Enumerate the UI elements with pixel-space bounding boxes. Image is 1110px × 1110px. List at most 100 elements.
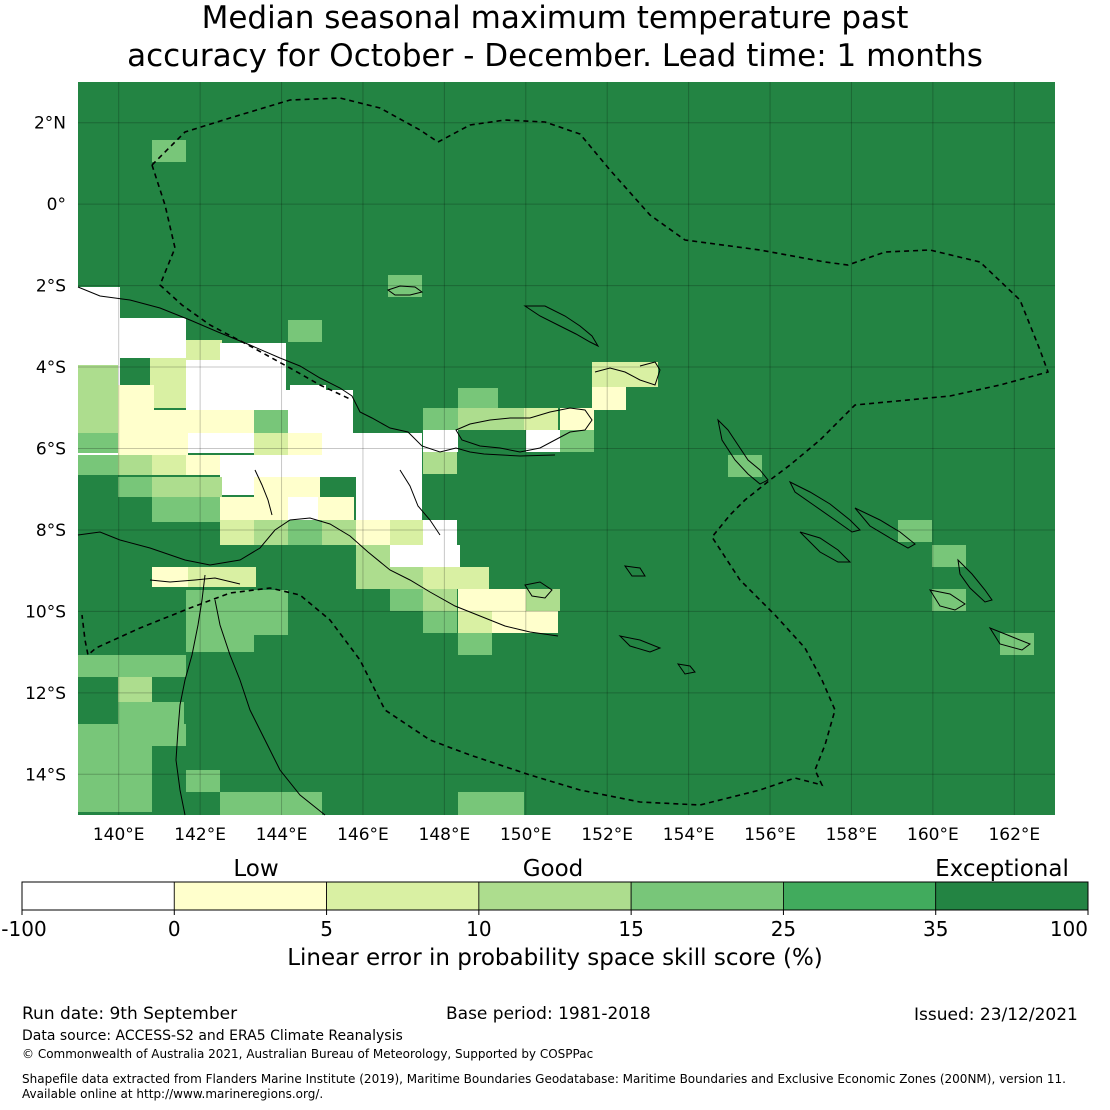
graticule bbox=[78, 82, 1055, 815]
skill-cell bbox=[254, 477, 320, 497]
colorbar-border bbox=[21, 881, 1089, 911]
maritime-boundary bbox=[81, 97, 1050, 806]
skill-cell bbox=[524, 408, 558, 430]
skill-cell bbox=[423, 567, 489, 589]
colorbar-tick-labels: -100 0 5 10 15 25 35 100 bbox=[1, 917, 1088, 941]
longitude-tick-label: 144°E bbox=[256, 825, 308, 845]
skill-cell bbox=[458, 611, 492, 633]
skill-cell bbox=[322, 455, 356, 477]
skill-cell bbox=[118, 477, 152, 497]
skill-cell bbox=[288, 792, 322, 815]
skill-cell bbox=[932, 589, 966, 611]
shapefile-credit-2: Available online at http://www.marinereg… bbox=[22, 1087, 324, 1101]
coast-rossel bbox=[676, 663, 696, 675]
coast-manus bbox=[386, 285, 424, 296]
skill-cell bbox=[423, 589, 457, 611]
skill-cell bbox=[390, 589, 424, 611]
skill-cell bbox=[288, 410, 323, 435]
skill-cell bbox=[78, 433, 118, 453]
skill-cell bbox=[220, 590, 254, 612]
copyright: © Commonwealth of Australia 2021, Austra… bbox=[22, 1047, 594, 1061]
skill-cell bbox=[224, 410, 254, 435]
skill-cell bbox=[356, 455, 422, 521]
skill-cell bbox=[288, 497, 318, 522]
colorbar-segment bbox=[630, 881, 784, 911]
skill-cell bbox=[220, 497, 254, 522]
skill-cell bbox=[318, 497, 354, 522]
skill-cell bbox=[152, 140, 186, 162]
coast-new-ireland bbox=[523, 305, 600, 348]
skill-cell bbox=[254, 455, 288, 477]
coast-new-britain bbox=[455, 407, 593, 453]
skill-cell bbox=[560, 408, 594, 430]
skill-cell bbox=[118, 702, 184, 724]
map-title-line-1: Median seasonal maximum temperature past bbox=[201, 0, 909, 36]
skill-cell bbox=[150, 358, 186, 408]
skill-cell bbox=[220, 455, 254, 495]
longitude-tick-label: 148°E bbox=[419, 825, 471, 845]
skill-cell bbox=[592, 362, 658, 387]
skill-cell bbox=[492, 611, 558, 633]
run-date: Run date: 9th September bbox=[22, 1004, 238, 1024]
colorbar-segment bbox=[173, 881, 327, 911]
skill-cell bbox=[120, 318, 186, 358]
longitude-tick-label: 146°E bbox=[337, 825, 389, 845]
coast-bougainville bbox=[717, 418, 769, 485]
coast-new-ireland-south bbox=[594, 361, 661, 386]
latitude-tick-label: 8°S bbox=[36, 521, 66, 541]
skill-cell bbox=[186, 590, 220, 612]
coast-cape-york bbox=[175, 574, 206, 816]
skill-cell bbox=[288, 320, 322, 342]
skill-cell bbox=[254, 610, 288, 635]
skill-cells bbox=[78, 140, 1034, 815]
skill-cell bbox=[526, 430, 560, 452]
skill-cell bbox=[220, 343, 286, 393]
coast-new-georgia bbox=[799, 531, 852, 563]
coast-guadalcanal bbox=[928, 589, 966, 611]
colorbar-axis-label: Linear error in probability space skill … bbox=[287, 945, 823, 971]
skill-cell bbox=[390, 520, 424, 545]
colorbar-tick-label: 15 bbox=[618, 917, 643, 941]
latitude-tick-label: 4°S bbox=[36, 358, 66, 378]
skill-cell bbox=[78, 455, 118, 475]
coastlines bbox=[77, 285, 1032, 816]
skill-cell bbox=[423, 430, 458, 452]
latitude-tick-labels: 2°N 0° 2°S 4°S 6°S 8°S 10°S 12°S 14°S bbox=[25, 114, 66, 786]
colorbar-tick-label: 0 bbox=[168, 917, 181, 941]
longitude-tick-label: 158°E bbox=[826, 825, 878, 845]
skill-cell bbox=[423, 452, 457, 474]
colorbar-segment bbox=[783, 881, 937, 911]
colorbar-tick-label: 25 bbox=[771, 917, 796, 941]
skill-cell bbox=[423, 520, 457, 545]
skill-cell bbox=[288, 520, 322, 545]
skill-cell bbox=[458, 408, 524, 430]
longitude-tick-label: 140°E bbox=[93, 825, 145, 845]
coast-cape-york-east bbox=[214, 599, 326, 816]
coast-new-guinea-north bbox=[77, 286, 556, 457]
coast-torres-strait bbox=[149, 577, 241, 585]
latitude-tick-label: 14°S bbox=[25, 765, 66, 785]
skill-cell bbox=[254, 410, 288, 435]
longitude-tick-label: 156°E bbox=[744, 825, 796, 845]
skill-cell bbox=[152, 455, 186, 475]
latitude-tick-label: 10°S bbox=[25, 602, 66, 622]
skill-cell bbox=[220, 520, 254, 545]
longitude-tick-label: 150°E bbox=[500, 825, 552, 845]
skill-cell bbox=[152, 497, 186, 522]
skill-cell bbox=[458, 589, 492, 611]
skill-cell bbox=[78, 724, 118, 812]
skill-cell bbox=[118, 455, 152, 475]
skill-cell bbox=[492, 589, 526, 611]
skill-cell bbox=[423, 611, 457, 633]
skill-cell bbox=[1000, 633, 1034, 655]
coast-fly-delta bbox=[254, 469, 273, 516]
skill-cell bbox=[189, 410, 224, 435]
colorbar-tick-label: 10 bbox=[466, 917, 491, 941]
longitude-tick-label: 152°E bbox=[581, 825, 633, 845]
coast-louisiade bbox=[618, 635, 662, 653]
coast-choiseul bbox=[788, 480, 861, 533]
skill-cell bbox=[154, 410, 189, 435]
colorbar-tick-label: -100 bbox=[1, 917, 46, 941]
skill-cell bbox=[186, 340, 222, 360]
skill-cell bbox=[288, 455, 322, 477]
